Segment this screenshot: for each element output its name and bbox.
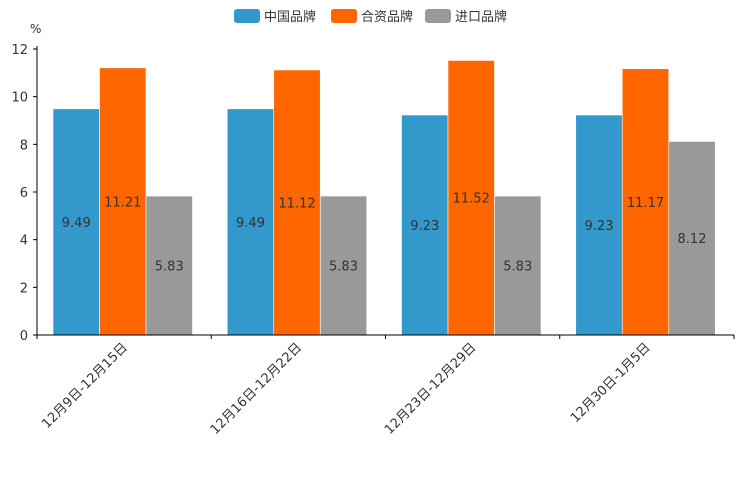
- bar[interactable]: [319, 195, 368, 336]
- bar-value-label: 9.49: [236, 216, 265, 231]
- x-tick-label: 12月23日-12月29日: [382, 340, 479, 437]
- value-labels: 9.49 11.21 5.83 9.49 11.12 5.83 9.23 11.52 5.83 9…: [62, 192, 707, 275]
- bar-value-label: 8.12: [678, 232, 707, 247]
- legend-label[interactable]: 进口品牌: [455, 9, 507, 25]
- bar-value-label: 5.83: [155, 260, 184, 275]
- legend: 中国品牌 合资品牌 进口品牌: [234, 9, 507, 25]
- y-axis: 0 2 4 6 8 10 12: [11, 43, 38, 344]
- y-tick-label: 12: [11, 43, 28, 58]
- bar-value-label: 9.49: [62, 216, 91, 231]
- y-tick-label: 10: [11, 91, 28, 106]
- legend-label[interactable]: 合资品牌: [361, 9, 413, 25]
- bar-value-label: 11.12: [278, 196, 315, 211]
- bars: [52, 60, 716, 336]
- x-tick-label: 12月9日-12月15日: [39, 340, 131, 432]
- bar-value-label: 9.23: [410, 219, 439, 234]
- x-tick-label: 12月16日-12月22日: [208, 340, 305, 437]
- bar-value-label: 5.83: [329, 260, 358, 275]
- bar[interactable]: [447, 60, 495, 336]
- bar-value-label: 5.83: [503, 260, 532, 275]
- bar[interactable]: [668, 141, 716, 336]
- bar-value-label: 11.52: [453, 192, 490, 207]
- legend-swatch[interactable]: [234, 9, 260, 23]
- y-tick-label: 4: [20, 234, 28, 249]
- bar-value-label: 11.17: [627, 196, 664, 211]
- bar[interactable]: [52, 108, 100, 336]
- y-tick-label: 0: [20, 329, 28, 344]
- legend-swatch[interactable]: [331, 9, 357, 23]
- y-axis-unit: %: [30, 22, 41, 36]
- bar[interactable]: [401, 114, 449, 336]
- legend-label[interactable]: 中国品牌: [264, 9, 316, 25]
- legend-swatch[interactable]: [425, 9, 451, 23]
- y-tick-label: 6: [20, 186, 28, 201]
- bar[interactable]: [621, 68, 670, 336]
- bar-value-label: 11.21: [104, 195, 141, 210]
- y-tick-label: 8: [20, 138, 28, 153]
- x-axis: 12月9日-12月15日 12月16日-12月22日 12月23日-12月29日 12…: [36, 334, 735, 438]
- x-tick-label: 12月30日-1月5日: [568, 340, 654, 426]
- bar[interactable]: [99, 67, 147, 336]
- bar-value-label: 9.23: [585, 219, 614, 234]
- y-tick-label: 2: [20, 281, 28, 296]
- bar[interactable]: [145, 195, 193, 336]
